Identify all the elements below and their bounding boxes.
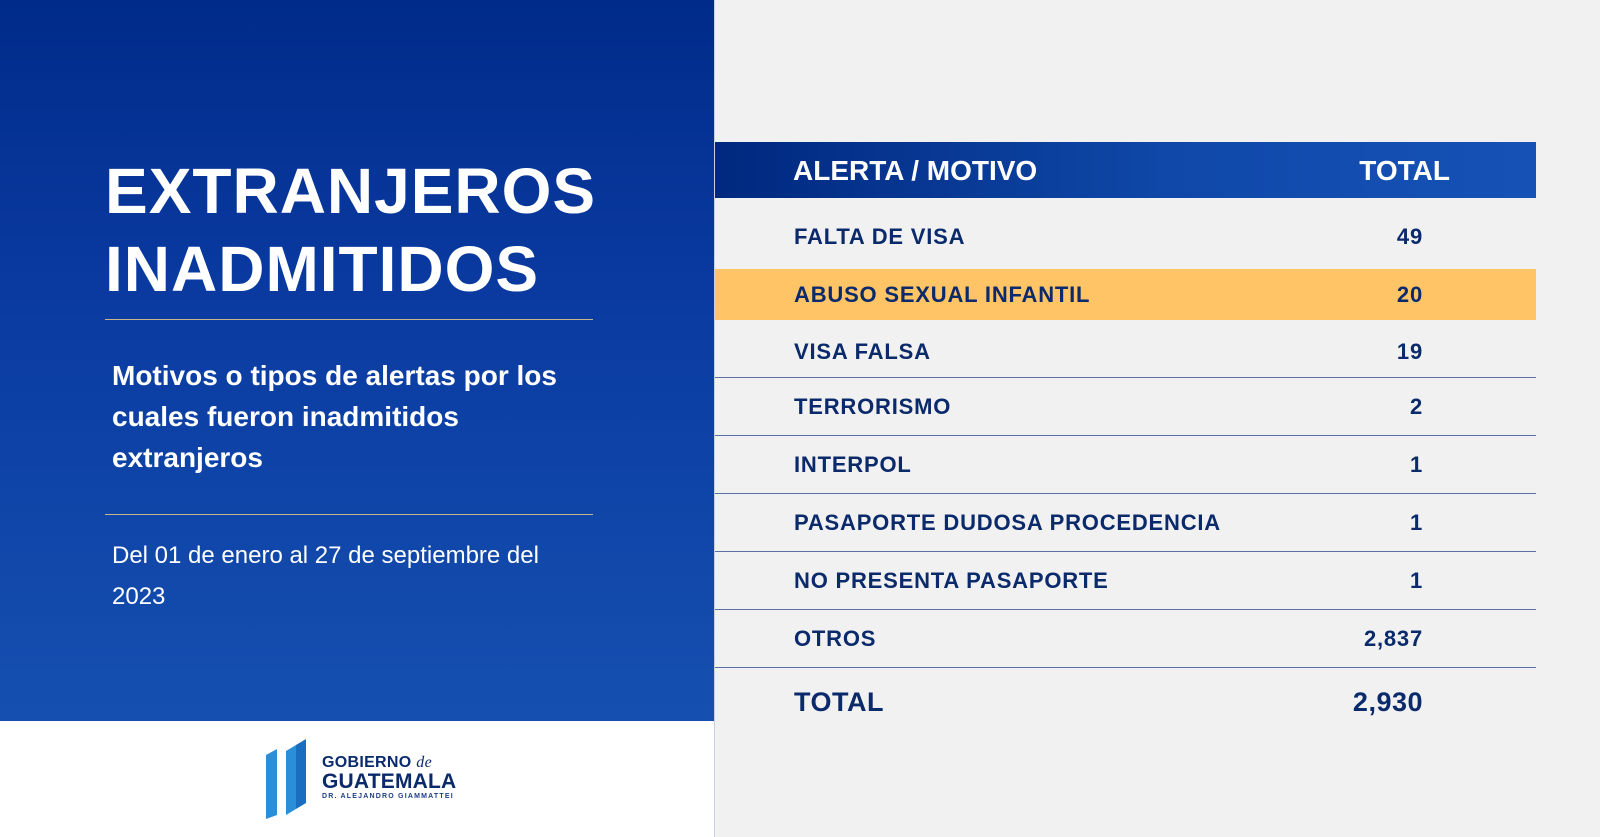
logo-line-1: GOBIERNO de xyxy=(322,754,456,772)
logo-subline: DR. ALEJANDRO GIAMMATTEI xyxy=(322,793,454,800)
row-motivo: OTROS xyxy=(794,626,877,651)
table-row: NO PRESENTA PASAPORTE 1 xyxy=(715,552,1536,610)
table-row: PASAPORTE DUDOSA PROCEDENCIA 1 xyxy=(715,494,1536,552)
table-row-highlighted: ABUSO SEXUAL INFANTIL 20 xyxy=(715,269,1536,320)
left-panel: EXTRANJEROS INADMITIDOS Motivos o tipos … xyxy=(0,0,714,721)
table-row: INTERPOL 1 xyxy=(715,436,1536,494)
guatemala-flag-logo-icon xyxy=(266,739,306,819)
table-row: FALTA DE VISA 49 xyxy=(715,208,1536,266)
logo-connector: de xyxy=(416,754,432,771)
row-motivo: PASAPORTE DUDOSA PROCEDENCIA xyxy=(794,510,1221,535)
logo-gobierno: GOBIERNO xyxy=(322,754,412,771)
row-total: 20 xyxy=(1396,282,1423,307)
total-label: TOTAL xyxy=(794,687,884,717)
total-value: 2,930 xyxy=(1352,687,1423,717)
date-range: Del 01 de enero al 27 de septiembre del … xyxy=(112,542,539,610)
row-total: 19 xyxy=(1396,339,1423,364)
table-header: ALERTA / MOTIVO TOTAL xyxy=(715,142,1536,198)
page-title: EXTRANJEROS INADMITIDOS xyxy=(105,152,596,308)
table-row: VISA FALSA 19 xyxy=(715,320,1536,378)
row-total: 1 xyxy=(1409,510,1423,535)
header-total: TOTAL xyxy=(1359,155,1450,186)
title-line-2: INADMITIDOS xyxy=(105,233,540,305)
row-total: 2 xyxy=(1409,394,1423,419)
logo-guatemala: GUATEMALA xyxy=(322,770,457,793)
table-total-row: TOTAL 2,930 xyxy=(715,671,1536,733)
logo-area: GOBIERNO de GUATEMALA DR. ALEJANDRO GIAM… xyxy=(0,721,714,837)
subtitle: Motivos o tipos de alertas por los cuale… xyxy=(112,360,557,473)
subtitle-divider xyxy=(105,514,593,515)
title-divider xyxy=(105,319,593,320)
row-motivo: FALTA DE VISA xyxy=(794,224,966,249)
row-motivo: INTERPOL xyxy=(794,452,912,477)
table-row: OTROS 2,837 xyxy=(715,610,1536,668)
row-total: 49 xyxy=(1396,224,1423,249)
title-line-1: EXTRANJEROS xyxy=(105,155,597,227)
row-total: 1 xyxy=(1409,568,1423,593)
row-total: 2,837 xyxy=(1363,626,1423,651)
row-motivo: NO PRESENTA PASAPORTE xyxy=(794,568,1109,593)
table-row: TERRORISMO 2 xyxy=(715,378,1536,436)
logo-text: GOBIERNO de GUATEMALA DR. ALEJANDRO GIAM… xyxy=(322,754,456,802)
header-motivo: ALERTA / MOTIVO xyxy=(793,155,1038,186)
row-total: 1 xyxy=(1409,452,1423,477)
row-motivo: ABUSO SEXUAL INFANTIL xyxy=(794,282,1091,307)
row-motivo: TERRORISMO xyxy=(794,394,952,419)
panel-separator xyxy=(714,0,715,837)
row-motivo: VISA FALSA xyxy=(794,339,931,364)
